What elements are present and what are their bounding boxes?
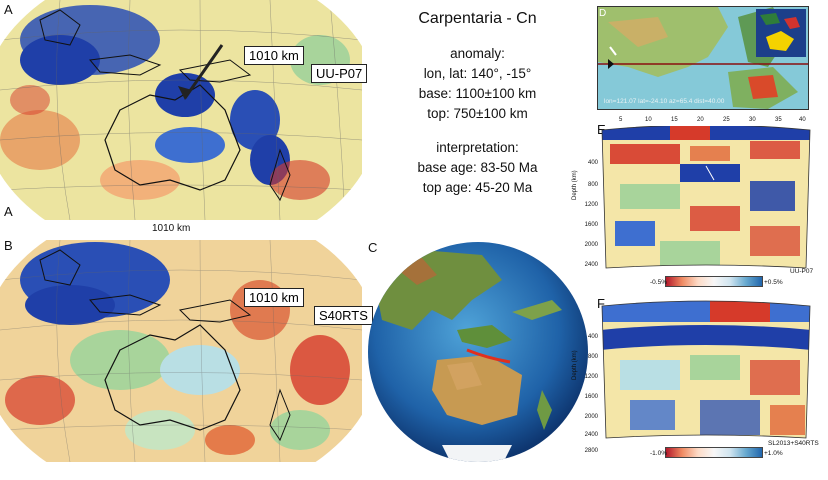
model-label-e: UU-P07: [790, 268, 814, 275]
scale-tag-a: 1010 km: [244, 46, 304, 65]
depth-f-2: 1200: [584, 374, 598, 380]
depth-e-5: 2400: [584, 262, 598, 268]
panel-letter-b: B: [4, 238, 13, 253]
depth-f-6: 2800: [584, 448, 598, 454]
info-title: Carpentaria - Cn: [418, 10, 537, 27]
globe: [368, 242, 588, 462]
depth-ticks-f: 400 800 1200 1600 2000 2400 2800: [580, 300, 600, 454]
colorbar-e: [665, 276, 763, 287]
depth-e-2: 1200: [584, 202, 598, 208]
tick-e-4: 25: [723, 117, 730, 123]
panel-letter-f: F: [597, 296, 605, 311]
inset-globe: [756, 9, 806, 57]
anomaly-heading: anomaly:: [450, 46, 505, 61]
top-age: top age: 45-20 Ma: [422, 180, 533, 195]
interpretation-heading: interpretation:: [436, 140, 519, 155]
tick-e-7: 40: [799, 117, 806, 123]
model-label-f: SL2013+S40RTS: [768, 440, 819, 447]
depth-e-3: 1600: [584, 222, 598, 228]
tick-e-3: 20: [697, 117, 704, 123]
cross-section-f: [601, 300, 811, 439]
anomaly-base: base: 1100±100 km: [418, 86, 537, 101]
tick-e-0: 5: [619, 117, 623, 123]
inset-footer: lon=121.07 lat=-24.10 az=65.4 dist=40.00: [604, 98, 725, 105]
panel-letter-a-bottom: A: [4, 204, 13, 219]
depth-e-1: 800: [587, 182, 598, 188]
top-ticks-e: 5 10 15 20 25 30 35 40: [615, 117, 806, 127]
tomography-map-a: [0, 0, 362, 220]
depth-axis-label-e: Depth (km): [572, 170, 578, 200]
tick-e-6: 35: [775, 117, 782, 123]
depth-f-0: 400: [587, 334, 598, 340]
cross-section-e: [601, 126, 811, 269]
colorbar-min-f: -1.0%: [650, 450, 667, 457]
anomaly-top: top: 750±100 km: [427, 106, 528, 121]
depth-f-4: 2000: [584, 414, 598, 420]
inset-map-d: lon=121.07 lat=-24.10 az=65.4 dist=40.00: [597, 6, 809, 110]
colorbar-min-e: -0.5%: [650, 279, 667, 286]
bottom-scale-label: 1010 km: [152, 223, 191, 234]
anomaly-lonlat: lon, lat: 140°, -15°: [423, 66, 532, 81]
panel-letter-e: E: [597, 122, 606, 137]
depth-e-4: 2000: [584, 242, 598, 248]
model-tag-a: UU-P07: [311, 64, 368, 83]
depth-axis-label-f: Depth (km): [572, 350, 578, 380]
tick-e-1: 10: [645, 117, 652, 123]
panel-letter-c: C: [368, 240, 378, 255]
panel-letter-d: D: [599, 8, 607, 19]
tomography-map-b: [0, 240, 362, 462]
tick-e-5: 30: [749, 117, 756, 123]
colorbar-max-f: +1.0%: [764, 450, 783, 457]
scale-tag-b: 1010 km: [244, 288, 304, 307]
depth-f-5: 2400: [584, 432, 598, 438]
panel-letter-a: A: [4, 2, 13, 17]
model-tag-b: S40RTS: [314, 306, 373, 325]
map-panel-a: [0, 0, 362, 220]
map-panel-b: [0, 240, 362, 462]
tick-e-2: 15: [671, 117, 678, 123]
depth-f-3: 1600: [584, 394, 598, 400]
base-age: base age: 83-50 Ma: [417, 160, 538, 175]
depth-ticks-e: 400 800 1200 1600 2000 2400: [580, 126, 600, 276]
depth-e-0: 400: [587, 160, 598, 166]
depth-f-1: 800: [587, 354, 598, 360]
colorbar-max-e: +0.5%: [764, 279, 783, 286]
info-block: Carpentaria - Cn anomaly: lon, lat: 140°…: [385, 8, 570, 198]
colorbar-f: [665, 447, 763, 458]
